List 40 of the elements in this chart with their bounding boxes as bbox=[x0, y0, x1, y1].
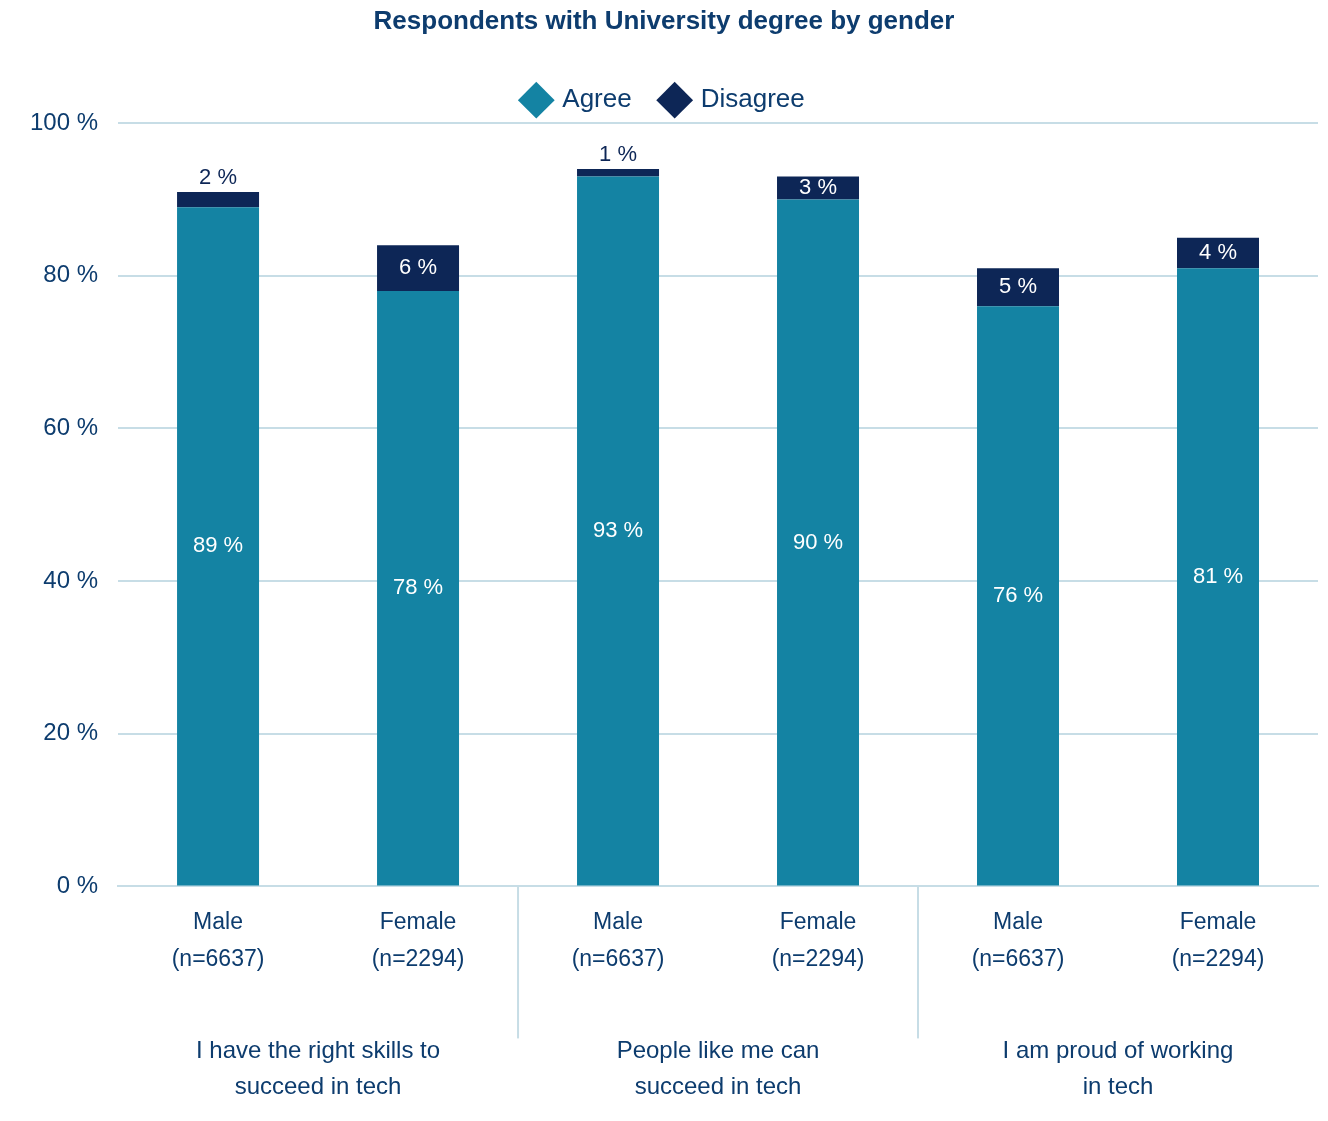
x-tick-label: Female (n=2294) bbox=[771, 908, 865, 971]
data-label: 1 % bbox=[599, 141, 637, 167]
data-label: 78 % bbox=[392, 574, 444, 600]
x-tick-label: Male (n=6637) bbox=[571, 908, 665, 971]
bar bbox=[577, 168, 660, 177]
bar bbox=[977, 268, 1060, 307]
y-tick-label: 80 % bbox=[43, 260, 99, 288]
y-tick-label: 60 % bbox=[43, 413, 99, 441]
text: I have the right skills to succeed in tech bbox=[195, 1036, 441, 1100]
text: I am proud of working in tech bbox=[1002, 1036, 1234, 1100]
x-tick-label: Male (n=6637) bbox=[971, 908, 1065, 971]
x-tick-label: Female (n=2294) bbox=[371, 908, 465, 971]
data-label: 89 % bbox=[192, 532, 244, 558]
bar bbox=[1177, 268, 1259, 886]
bar bbox=[777, 199, 860, 886]
bar bbox=[377, 291, 460, 886]
data-label: 6 % bbox=[399, 254, 437, 280]
text: People like me can succeed in tech bbox=[616, 1036, 820, 1100]
data-label: 2 % bbox=[199, 163, 238, 189]
bar bbox=[977, 306, 1060, 886]
data-label: 76 % bbox=[992, 581, 1044, 607]
data-label: 90 % bbox=[792, 528, 844, 554]
y-tick-label: 100 % bbox=[29, 107, 99, 135]
y-tick-label: 0 % bbox=[56, 871, 99, 899]
y-tick-label: 40 % bbox=[43, 565, 99, 593]
x-tick-label: Female (n=2294) bbox=[1171, 908, 1265, 971]
legend-label: Agree bbox=[562, 83, 632, 114]
x-tick-label: Male (n=6637) bbox=[171, 908, 265, 971]
data-label: 5 % bbox=[999, 273, 1037, 299]
bar bbox=[577, 176, 660, 886]
chart-title: Respondents with University degree by gender bbox=[373, 4, 955, 35]
bar bbox=[377, 245, 460, 292]
data-label: 4 % bbox=[1199, 239, 1237, 265]
bar bbox=[177, 191, 260, 208]
bar bbox=[177, 207, 260, 886]
y-tick-label: 20 % bbox=[43, 718, 99, 746]
data-label: 81 % bbox=[1192, 562, 1244, 588]
legend-label: Disagree bbox=[700, 83, 805, 114]
data-label: 93 % bbox=[592, 517, 644, 543]
data-label: 3 % bbox=[799, 174, 837, 200]
